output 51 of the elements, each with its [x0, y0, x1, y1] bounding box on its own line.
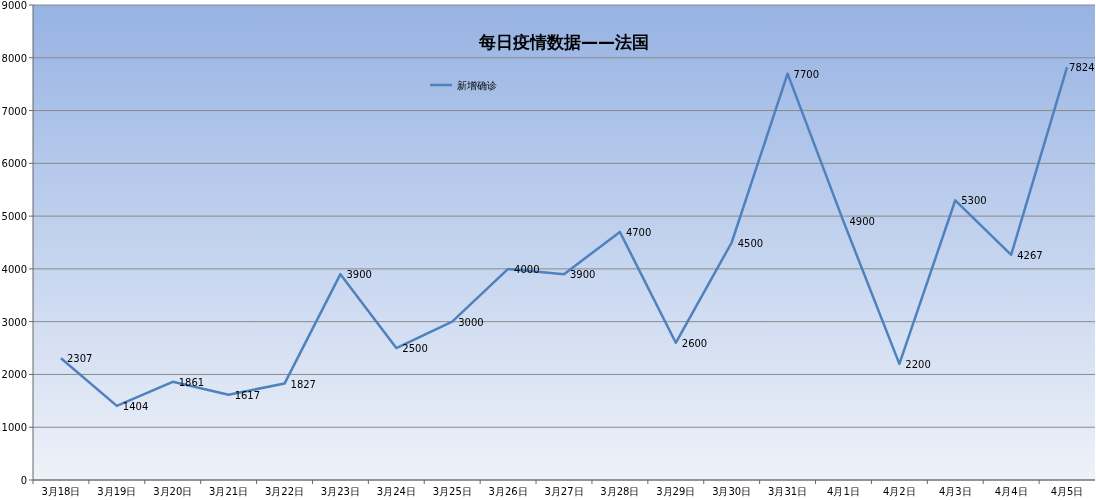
data-label: 4900 [849, 216, 875, 228]
data-label: 1861 [178, 376, 205, 388]
data-label: 1404 [122, 400, 149, 412]
x-tick-label: 3月23日 [320, 486, 360, 497]
x-tick-label: 4月3日 [938, 486, 972, 497]
y-tick-label: 8000 [1, 52, 27, 64]
x-tick-label: 4月4日 [994, 486, 1028, 497]
data-label: 2307 [66, 353, 93, 365]
x-tick-label: 4月5日 [1050, 486, 1084, 497]
data-label: 1827 [290, 378, 316, 390]
x-tick-label: 3月26日 [488, 486, 528, 497]
data-label: 4700 [625, 226, 652, 238]
y-tick-label: 5000 [1, 211, 27, 223]
y-tick-label: 7000 [1, 105, 27, 117]
text: 每日疫情数据——法国 [478, 32, 649, 52]
y-tick-label: 2000 [1, 369, 27, 381]
data-label: 2500 [402, 343, 428, 355]
x-tick-label: 3月31日 [768, 486, 808, 497]
line-series [59, 65, 1069, 408]
y-tick-label: 4000 [1, 263, 27, 275]
y-tick-label: 3000 [1, 316, 27, 328]
x-tick-label: 3月19日 [97, 486, 137, 497]
legend-label: 新增确诊 [457, 80, 497, 91]
x-tick-label: 3月30日 [712, 486, 752, 497]
x-tick-label: 3月21日 [209, 486, 249, 497]
data-label: 3000 [458, 316, 484, 328]
x-tick-label: 3月25日 [432, 486, 472, 497]
data-label: 3900 [346, 269, 372, 281]
data-label: 7700 [793, 68, 820, 80]
data-label: 4500 [737, 237, 764, 249]
y-tick-label: 6000 [1, 158, 27, 170]
x-tick-label: 3月29日 [656, 486, 696, 497]
x-tick-label: 3月28日 [600, 486, 640, 497]
y-tick-label: 0 [20, 475, 27, 486]
x-tick-label: 3月22日 [264, 486, 305, 497]
data-label: 2200 [905, 358, 931, 370]
data-label: 7824 [1069, 62, 1095, 74]
data-label: 5300 [961, 195, 987, 207]
x-tick-label: 4月1日 [827, 486, 860, 497]
data-label: 2600 [681, 337, 708, 349]
data-label: 4000 [514, 263, 540, 275]
x-tick-label: 3月20日 [153, 486, 193, 497]
x-tick-label: 3月18日 [41, 486, 81, 497]
x-tick-label: 4月2日 [883, 486, 916, 497]
x-tick-label: 3月24日 [376, 486, 416, 497]
data-label: 3900 [570, 269, 596, 281]
y-tick-label: 1000 [1, 422, 27, 434]
data-label: 4267 [1017, 249, 1043, 261]
x-tick-label: 3月27日 [544, 486, 584, 497]
data-label: 1617 [234, 389, 261, 401]
y-tick-label: 9000 [1, 0, 27, 11]
